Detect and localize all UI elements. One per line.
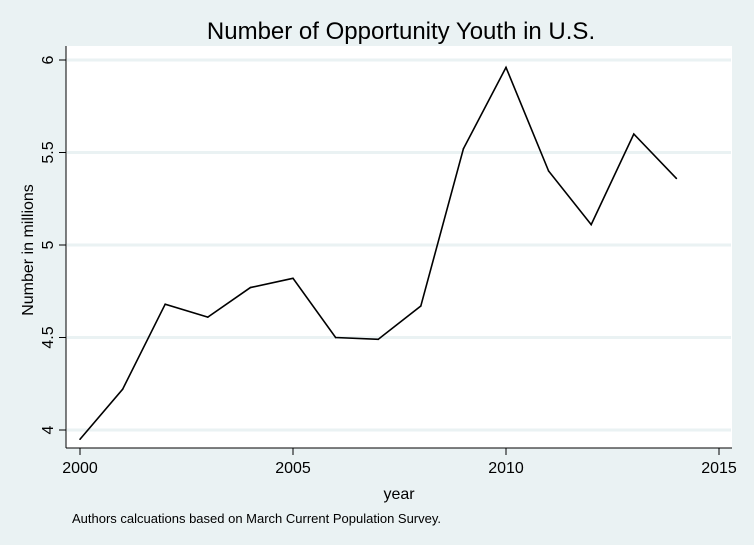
data-point-2001 [121,388,124,391]
data-point-2007 [377,338,380,341]
plot-area [66,46,732,448]
data-point-2009 [462,148,465,150]
data-point-2000 [79,438,81,441]
tick-labels: 4 4.5 5 5.5 6 2000 2005 2010 2015 [40,55,737,477]
y-tick-label-6: 6 [40,55,57,64]
data-point-2006 [334,336,337,339]
x-tick-label-2010: 2010 [488,460,524,477]
chart-title: Number of Opportunity Youth in U.S. [207,18,595,45]
data-point-2012 [590,223,592,226]
x-tick-label-2005: 2005 [275,460,311,477]
data-point-2008 [420,305,422,307]
x-tick-label-2015: 2015 [701,460,737,477]
data-point-2005 [292,277,294,280]
y-axis-label: Number in millions [20,184,37,316]
y-tick-label-4: 4 [40,425,57,434]
axes [59,46,732,455]
y-tick-label-5.5: 5.5 [40,141,57,163]
data-point-2010 [505,66,507,69]
y-tick-label-4.5: 4.5 [40,326,57,348]
data-point-2014 [675,177,678,180]
data-point-2004 [249,286,252,289]
gridlines [67,58,731,432]
x-tick-label-2000: 2000 [62,460,98,477]
data-points [79,66,678,441]
data-point-2013 [633,133,635,135]
source-note: Authors calcuations based on March Curre… [72,511,441,526]
data-point-2002 [164,303,166,306]
x-axis-label: year [383,486,415,503]
data-point-2011 [547,170,550,172]
data-point-2003 [207,316,209,318]
y-tick-label-5: 5 [40,240,57,249]
